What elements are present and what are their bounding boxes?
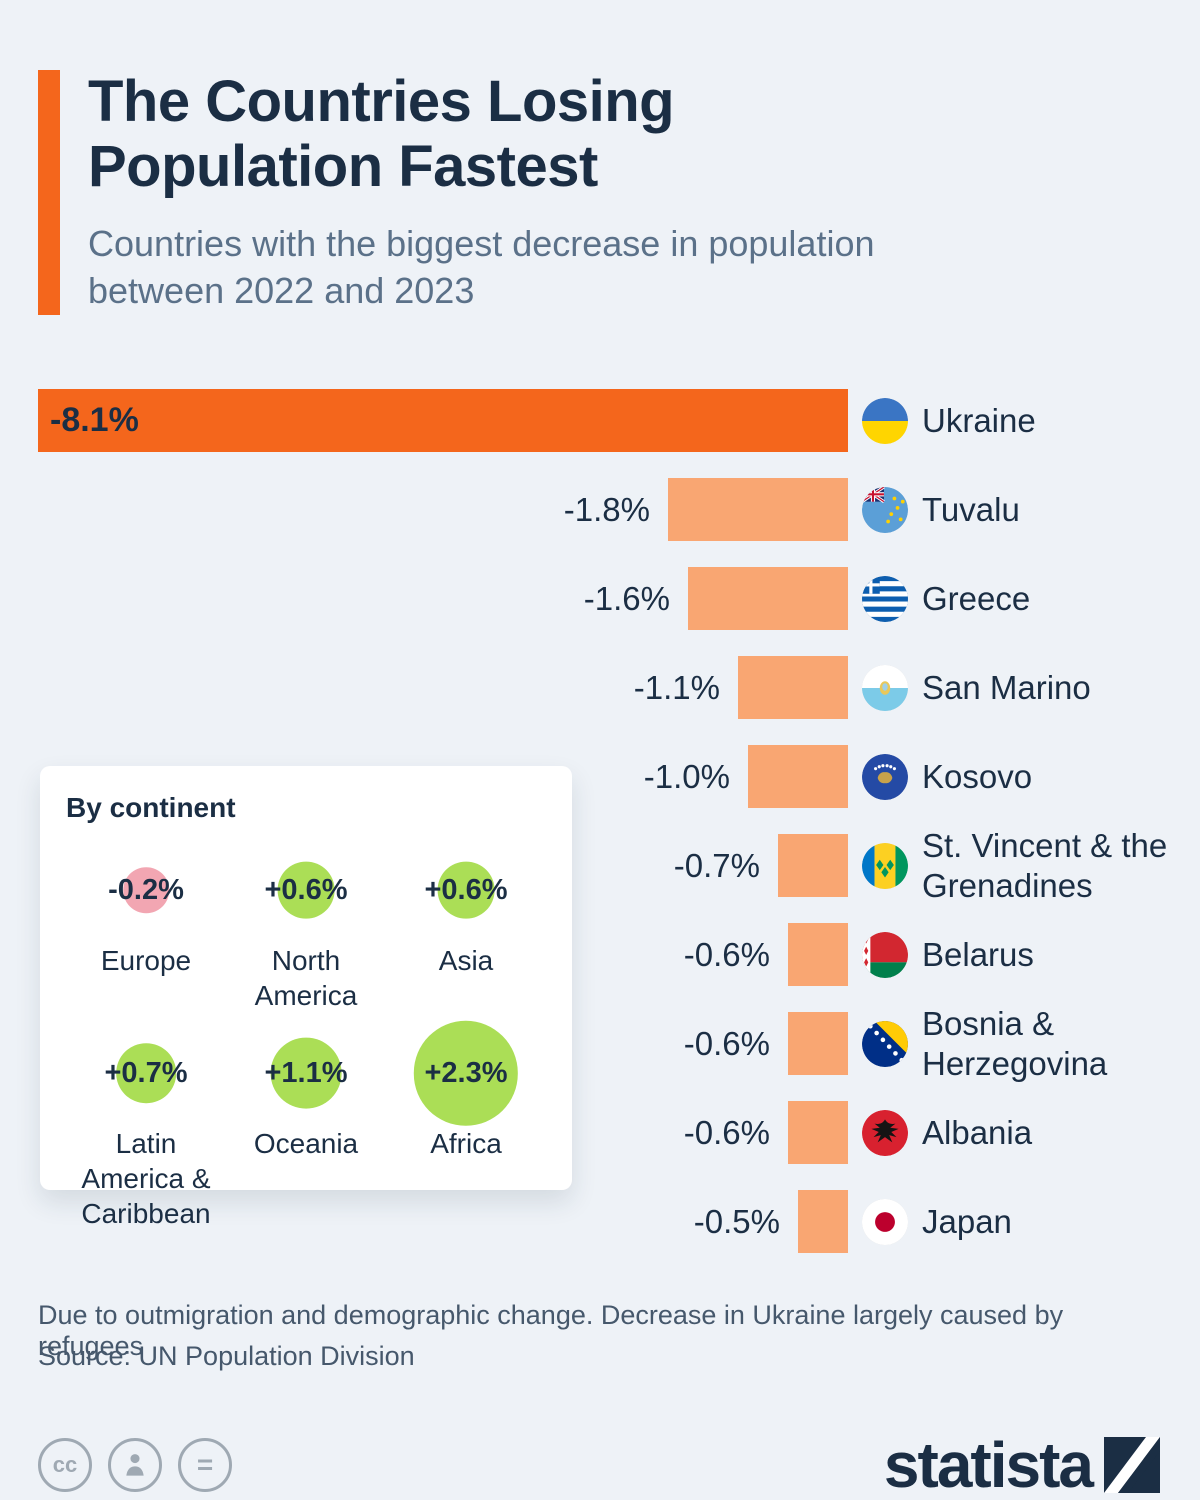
bubble [413,1021,519,1126]
chart-row-bosnia: -0.6% Bosnia & Herzegovina [38,999,1162,1088]
country-label: Kosovo [922,757,1033,795]
value-label: -0.6% [683,936,770,973]
continent-value: +1.1% [264,1056,348,1089]
continent-item-africa: +2.3% Africa [386,1021,546,1231]
statista-mark-icon [1104,1437,1160,1493]
bubble [123,867,169,913]
continent-value: +0.6% [264,873,348,906]
source-line: Source: UN Population Division [38,1341,415,1371]
continent-item-europe: -0.2% Europe [66,838,226,1013]
bar [778,834,848,897]
header-text: The Countries Losing Population Fastest … [88,69,1018,315]
belarus-flag-icon [862,931,908,978]
bar [38,389,848,452]
value-label: -0.6% [683,1025,770,1062]
continent-item-latin-america: +0.7% Latin America & Caribbean [66,1021,226,1231]
license-icons: cc = [38,1438,232,1492]
cc-icon[interactable]: cc [38,1438,92,1492]
country-label: Greece [922,579,1031,617]
country-label: Tuvalu [922,490,1020,528]
value-label: -0.7% [673,847,760,884]
value-label: -0.6% [683,1114,770,1151]
attribution-icon[interactable] [108,1438,162,1492]
bar [788,923,848,986]
country-label: Albania [922,1113,1033,1151]
bar-chart: -8.1% Ukraine -1.8% Tuvalu -1.6% Greece … [38,376,1167,1266]
bosnia-flag-icon [862,1020,908,1067]
continent-value: -0.2% [108,873,184,906]
continent-panel-title: By continent [66,792,236,823]
value-label: -1.8% [563,491,650,528]
bar [788,1012,848,1075]
country-label: Japan [922,1202,1012,1240]
value-label: -1.6% [583,580,670,617]
chart-row-japan: -0.5% Japan [38,1177,1162,1266]
value-label: -1.1% [633,669,720,706]
tuvalu-flag-icon [862,486,908,533]
chart-row-ukraine: -8.1% Ukraine [38,376,1162,465]
country-label: Bosnia & Herzegovina [922,1004,1108,1082]
st-vincent-flag-icon [862,842,908,889]
continent-grid: -0.2% Europe +0.6% North America +0.6% A… [66,838,546,1232]
page-subtitle: Countries with the biggest decrease in p… [88,222,875,312]
country-label: Belarus [922,935,1034,973]
continent-label: Latin America & Caribbean [81,1128,211,1229]
continent-value: +2.3% [424,1056,508,1089]
continent-label: Europe [100,945,192,976]
accent-bar [38,70,60,315]
footnote: Due to outmigration and demographic chan… [38,1300,1064,1361]
country-label: Ukraine [922,401,1036,439]
value-label: -0.5% [693,1203,780,1240]
bar [688,567,848,630]
bottom-bar: cc = statista [38,1428,1160,1500]
continent-label: Asia [438,945,494,976]
bubble [437,861,495,919]
continent-panel: By continent -0.2% Europe +0.6% North Am… [40,766,572,1229]
chart-row-kosovo: -1.0% Kosovo [38,732,1162,821]
ukraine-flag-icon [862,397,908,444]
continent-value: +0.7% [104,1056,188,1089]
san-marino-flag-icon [862,664,908,711]
bubble [277,861,335,919]
kosovo-flag-icon [862,753,908,800]
bar [668,478,848,541]
bubble [270,1038,342,1109]
chart-row-san-marino: -1.1% San Marino [38,643,1162,732]
albania-flag-icon [862,1109,908,1156]
header: The Countries Losing Population Fastest … [38,69,1018,315]
continent-label: North America [254,945,358,1011]
statista-wordmark: statista [883,1429,1094,1500]
value-label: -8.1% [50,401,139,439]
equals-icon[interactable]: = [178,1438,232,1492]
continent-item-asia: +0.6% Asia [386,838,546,1013]
page-title: The Countries Losing Population Fastest [88,69,675,199]
statista-logo[interactable]: statista [884,1428,1160,1500]
bubble [116,1043,176,1104]
chart-row-st-vincent: -0.7% St. Vincent & the Grenadines [38,821,1167,910]
chart-row-albania: -0.6% Albania [38,1088,1162,1177]
chart-row-greece: -1.6% Greece [38,554,1162,643]
continent-value: +0.6% [424,873,508,906]
japan-flag-icon [862,1198,908,1245]
greece-flag-icon [862,575,908,622]
bar [738,656,848,719]
bar [748,745,848,808]
continent-item-oceania: +1.1% Oceania [226,1021,386,1231]
continent-label: Africa [430,1128,502,1160]
country-label: St. Vincent & the Grenadines [922,826,1168,904]
continent-item-north-america: +0.6% North America [226,838,386,1013]
bar [798,1190,848,1253]
country-label: San Marino [922,668,1091,706]
chart-row-belarus: -0.6% Belarus [38,910,1162,999]
value-label: -1.0% [643,758,730,795]
bar [788,1101,848,1164]
chart-row-tuvalu: -1.8% Tuvalu [38,465,1162,554]
continent-label: Oceania [253,1128,359,1160]
